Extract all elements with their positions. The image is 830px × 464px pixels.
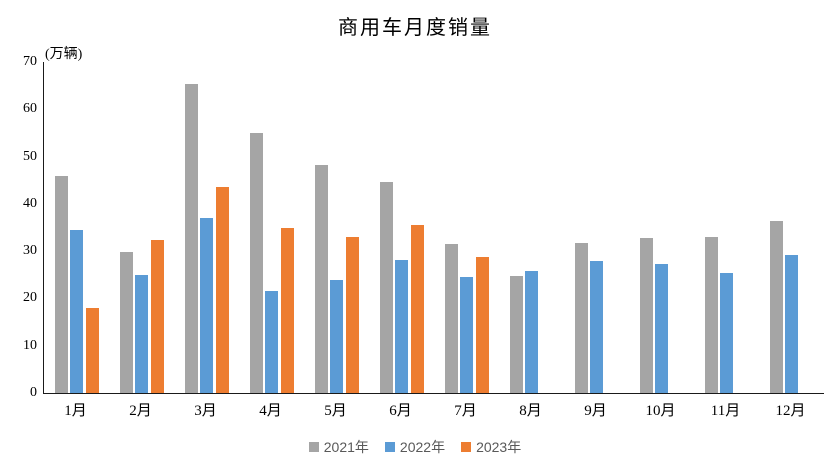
y-tick-label-70: 70 <box>23 54 37 69</box>
legend-label: 2023年 <box>476 439 522 455</box>
y-tick-label-40: 40 <box>23 195 37 211</box>
plot-area <box>43 62 824 394</box>
bar-2021年-2月 <box>119 252 133 393</box>
bar-2022年-4月 <box>265 290 278 393</box>
x-tick-label-2月: 2月 <box>129 403 152 419</box>
bar-2022年-11月 <box>720 272 733 393</box>
bar-2023年-2月 <box>150 239 164 393</box>
bar-2021年-1月 <box>54 175 68 393</box>
bar-2022年-9月 <box>590 260 603 393</box>
bar-2022年-3月 <box>200 218 213 393</box>
x-tick-label-1月: 1月 <box>64 403 87 419</box>
x-tick-label-8月: 8月 <box>519 403 542 419</box>
legend-swatch-icon <box>461 442 472 452</box>
bar-2023年-3月 <box>215 186 229 393</box>
legend-label: 2022年 <box>399 439 446 455</box>
legend: 2021年 2022年 2023年 <box>0 437 830 457</box>
legend-item-2023年: 2023年 <box>461 437 521 457</box>
bar-2022年-10月 <box>655 263 668 393</box>
bar-2021年-5月 <box>314 165 328 393</box>
y-tick-label-60: 60 <box>23 101 37 117</box>
bar-2021年-8月 <box>509 276 523 393</box>
legend-swatch-icon <box>308 442 319 452</box>
bar-2023年-1月 <box>85 307 99 393</box>
x-axis-tick-labels: 1月 2月 3月 4月 5月 6月 7月 8月 9月 10月 11月 12月 <box>43 399 823 421</box>
bar-2021年-10月 <box>639 238 653 393</box>
bar-2021年-3月 <box>184 83 198 393</box>
legend-swatch-icon <box>384 442 395 452</box>
bar-2022年-5月 <box>330 280 343 393</box>
x-tick-label-10月: 10月 <box>645 403 676 419</box>
bar-2021年-7月 <box>444 243 458 393</box>
bar-2022年-1月 <box>70 229 83 393</box>
bar-2023年-6月 <box>410 225 424 393</box>
y-axis-tick-labels: 0 10 20 30 40 50 60 70 <box>0 54 37 400</box>
bar-2021年-11月 <box>704 236 718 393</box>
y-tick-label-50: 50 <box>23 148 37 164</box>
y-tick-label-10: 10 <box>23 337 37 353</box>
bar-2021年-12月 <box>769 220 783 393</box>
x-tick-label-4月: 4月 <box>259 403 282 419</box>
bar-2021年-6月 <box>379 182 393 393</box>
bar-2022年-8月 <box>525 270 538 393</box>
bar-2021年-4月 <box>249 132 263 393</box>
bar-2023年-7月 <box>475 256 489 393</box>
x-tick-label-6月: 6月 <box>389 403 412 419</box>
chart-title: 商用车月度销量 <box>338 17 492 39</box>
x-tick-label-9月: 9月 <box>584 403 607 419</box>
y-tick-label-0: 0 <box>30 385 37 400</box>
bar-2022年-6月 <box>395 260 408 393</box>
legend-item-2022年: 2022年 <box>384 437 446 457</box>
y-tick-label-30: 30 <box>23 243 37 259</box>
bar-2023年-5月 <box>345 236 359 393</box>
bar-2022年-7月 <box>460 277 473 393</box>
bar-2022年-2月 <box>135 274 148 393</box>
y-tick-label-20: 20 <box>23 290 37 306</box>
bar-2022年-12月 <box>785 254 798 393</box>
x-tick-label-12月: 12月 <box>775 403 806 419</box>
bar-2021年-9月 <box>574 242 588 393</box>
x-tick-label-7月: 7月 <box>454 403 477 419</box>
bar-2023年-4月 <box>280 228 294 393</box>
legend-label: 2021年 <box>323 439 369 455</box>
x-tick-label-11月: 11月 <box>710 403 741 419</box>
x-tick-label-3月: 3月 <box>194 403 217 419</box>
x-tick-label-5月: 5月 <box>324 403 347 419</box>
y-axis-unit-label: (万辆) <box>45 47 83 62</box>
legend-item-2021年: 2021年 <box>308 437 369 457</box>
